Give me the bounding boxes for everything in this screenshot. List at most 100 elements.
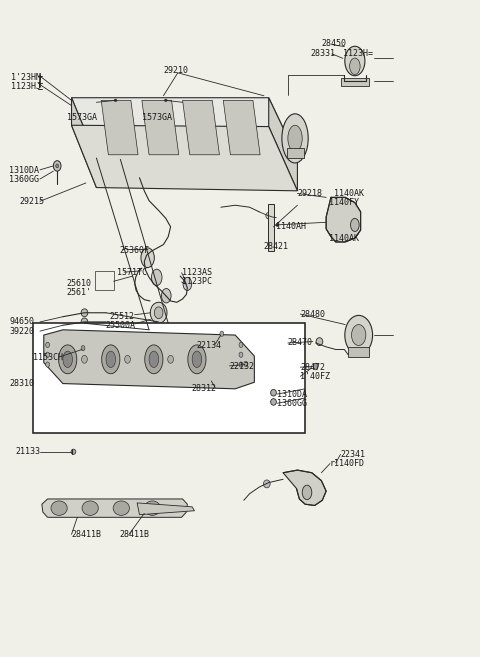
Polygon shape (326, 197, 360, 242)
Ellipse shape (183, 277, 192, 290)
Ellipse shape (288, 125, 302, 152)
Text: 1123AS: 1123AS (181, 268, 212, 277)
Ellipse shape (345, 315, 372, 355)
Ellipse shape (316, 338, 323, 346)
Ellipse shape (46, 342, 49, 348)
Ellipse shape (59, 345, 77, 374)
Text: 28310: 28310 (9, 379, 34, 388)
Ellipse shape (302, 485, 312, 499)
Polygon shape (182, 101, 219, 155)
Ellipse shape (81, 318, 88, 326)
Ellipse shape (152, 269, 162, 286)
Polygon shape (283, 470, 326, 505)
Text: 2B470: 2B470 (288, 338, 313, 348)
Ellipse shape (53, 161, 61, 171)
Ellipse shape (313, 363, 318, 370)
Text: 28411B: 28411B (120, 530, 149, 539)
Ellipse shape (282, 114, 308, 163)
Text: 1'23HM: 1'23HM (11, 73, 41, 82)
Polygon shape (269, 98, 298, 191)
Ellipse shape (102, 345, 120, 374)
Text: 28480: 28480 (300, 309, 325, 319)
Ellipse shape (113, 501, 130, 515)
Text: 28331: 28331 (311, 49, 336, 58)
Ellipse shape (271, 399, 276, 405)
Bar (287, 148, 304, 158)
Text: 1140AH: 1140AH (276, 221, 306, 231)
Text: 25512: 25512 (110, 311, 135, 321)
Text: 28450: 28450 (322, 39, 347, 49)
Text: 28312: 28312 (191, 384, 216, 394)
Text: 1360GG: 1360GG (9, 175, 39, 184)
Text: 1360GG: 1360GG (277, 399, 307, 408)
Ellipse shape (155, 307, 163, 319)
Ellipse shape (192, 351, 202, 367)
Polygon shape (72, 98, 96, 187)
Text: 1123PC: 1123PC (181, 277, 212, 286)
Text: 22341: 22341 (340, 450, 365, 459)
Text: 2561': 2561' (67, 288, 92, 297)
Ellipse shape (141, 248, 155, 267)
Text: 25500A: 25500A (105, 321, 135, 330)
Text: 29210: 29210 (163, 66, 189, 76)
Ellipse shape (51, 501, 67, 515)
Polygon shape (142, 101, 179, 155)
Text: r1140FD: r1140FD (330, 459, 365, 468)
Text: 21133: 21133 (15, 447, 40, 456)
Ellipse shape (82, 501, 98, 515)
Text: 1310DA: 1310DA (277, 390, 307, 399)
Ellipse shape (63, 351, 72, 367)
Bar (340, 78, 369, 86)
Text: 29218: 29218 (298, 189, 323, 198)
Text: 1123H=: 1123H= (343, 49, 373, 58)
Polygon shape (42, 499, 187, 517)
Ellipse shape (239, 342, 243, 348)
Polygon shape (72, 98, 298, 158)
Text: 25360F: 25360F (120, 246, 149, 255)
Ellipse shape (149, 351, 158, 367)
Ellipse shape (244, 361, 248, 367)
Ellipse shape (46, 362, 49, 367)
Bar (33, 323, 305, 434)
Ellipse shape (106, 351, 116, 367)
Text: 1573GA: 1573GA (67, 113, 97, 122)
Ellipse shape (220, 331, 224, 336)
Text: 1'40FZ: 1'40FZ (300, 372, 330, 381)
Ellipse shape (145, 345, 163, 374)
Text: 22132: 22132 (229, 362, 254, 371)
Ellipse shape (71, 449, 76, 455)
Ellipse shape (168, 355, 173, 363)
Text: 28472: 28472 (300, 363, 325, 372)
Ellipse shape (350, 218, 359, 231)
Ellipse shape (349, 58, 360, 74)
Ellipse shape (345, 46, 365, 76)
Ellipse shape (264, 480, 270, 487)
Text: 28421: 28421 (263, 242, 288, 251)
Bar (268, 204, 274, 251)
Ellipse shape (150, 302, 167, 323)
Polygon shape (72, 125, 298, 191)
Text: 94650: 94650 (9, 317, 34, 327)
Text: 1123HJ: 1123HJ (11, 82, 41, 91)
Ellipse shape (239, 362, 243, 367)
Ellipse shape (144, 501, 160, 515)
Text: 1140AK: 1140AK (334, 189, 364, 198)
Text: 39220: 39220 (9, 327, 34, 336)
Text: 1140FY: 1140FY (329, 198, 359, 207)
Ellipse shape (81, 346, 85, 351)
Ellipse shape (271, 390, 276, 396)
Ellipse shape (161, 288, 171, 303)
Ellipse shape (125, 355, 131, 363)
Ellipse shape (188, 345, 206, 374)
Polygon shape (137, 503, 194, 514)
Bar (348, 347, 369, 357)
Ellipse shape (276, 223, 279, 227)
Ellipse shape (46, 352, 49, 357)
Text: 22134: 22134 (196, 341, 221, 350)
Text: 1571TC: 1571TC (117, 268, 146, 277)
Text: 1310DA: 1310DA (9, 166, 39, 175)
Ellipse shape (114, 99, 117, 102)
Ellipse shape (164, 99, 167, 102)
Ellipse shape (266, 212, 272, 219)
Ellipse shape (81, 309, 88, 317)
